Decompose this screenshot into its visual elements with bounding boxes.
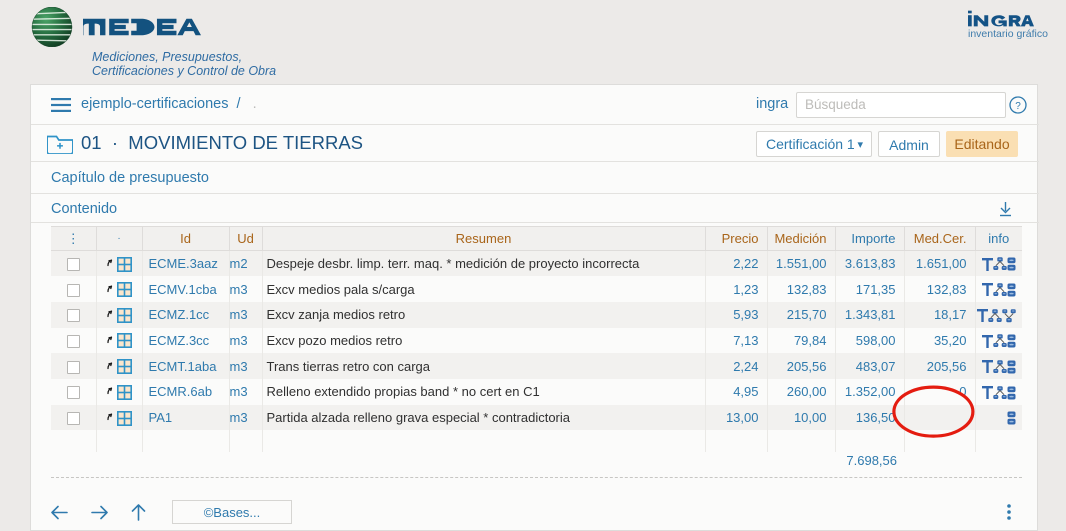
svg-text:?: ? — [1015, 101, 1021, 112]
